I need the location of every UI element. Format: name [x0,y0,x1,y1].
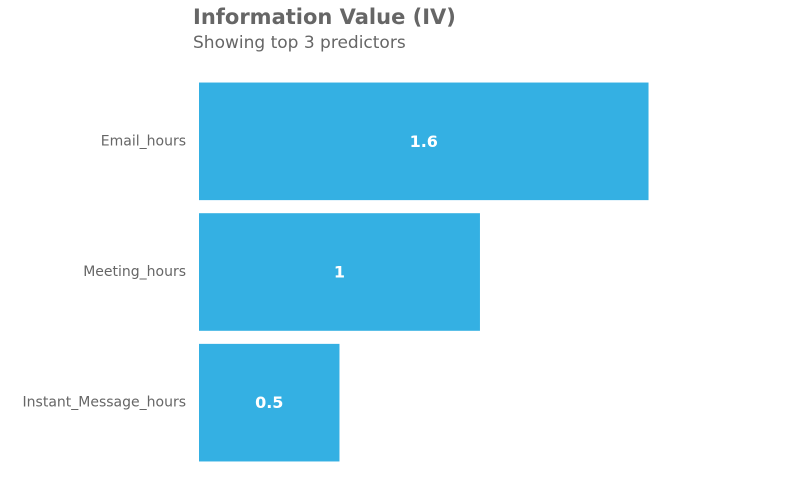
bar-value-label: 1 [334,263,345,282]
bar-value-label: 1.6 [410,132,438,151]
bar-instant-message-hours [199,343,340,462]
chart-subtitle: Showing top 3 predictors [193,33,406,53]
bar-email-hours [199,82,649,201]
category-label: Email_hours [101,133,186,149]
category-label: Instant_Message_hours [23,395,186,411]
bar-meeting-hours [199,213,480,331]
chart-title: Information Value (IV) [193,5,456,29]
category-label: Meeting_hours [83,264,186,280]
bar-value-label: 0.5 [255,393,283,412]
